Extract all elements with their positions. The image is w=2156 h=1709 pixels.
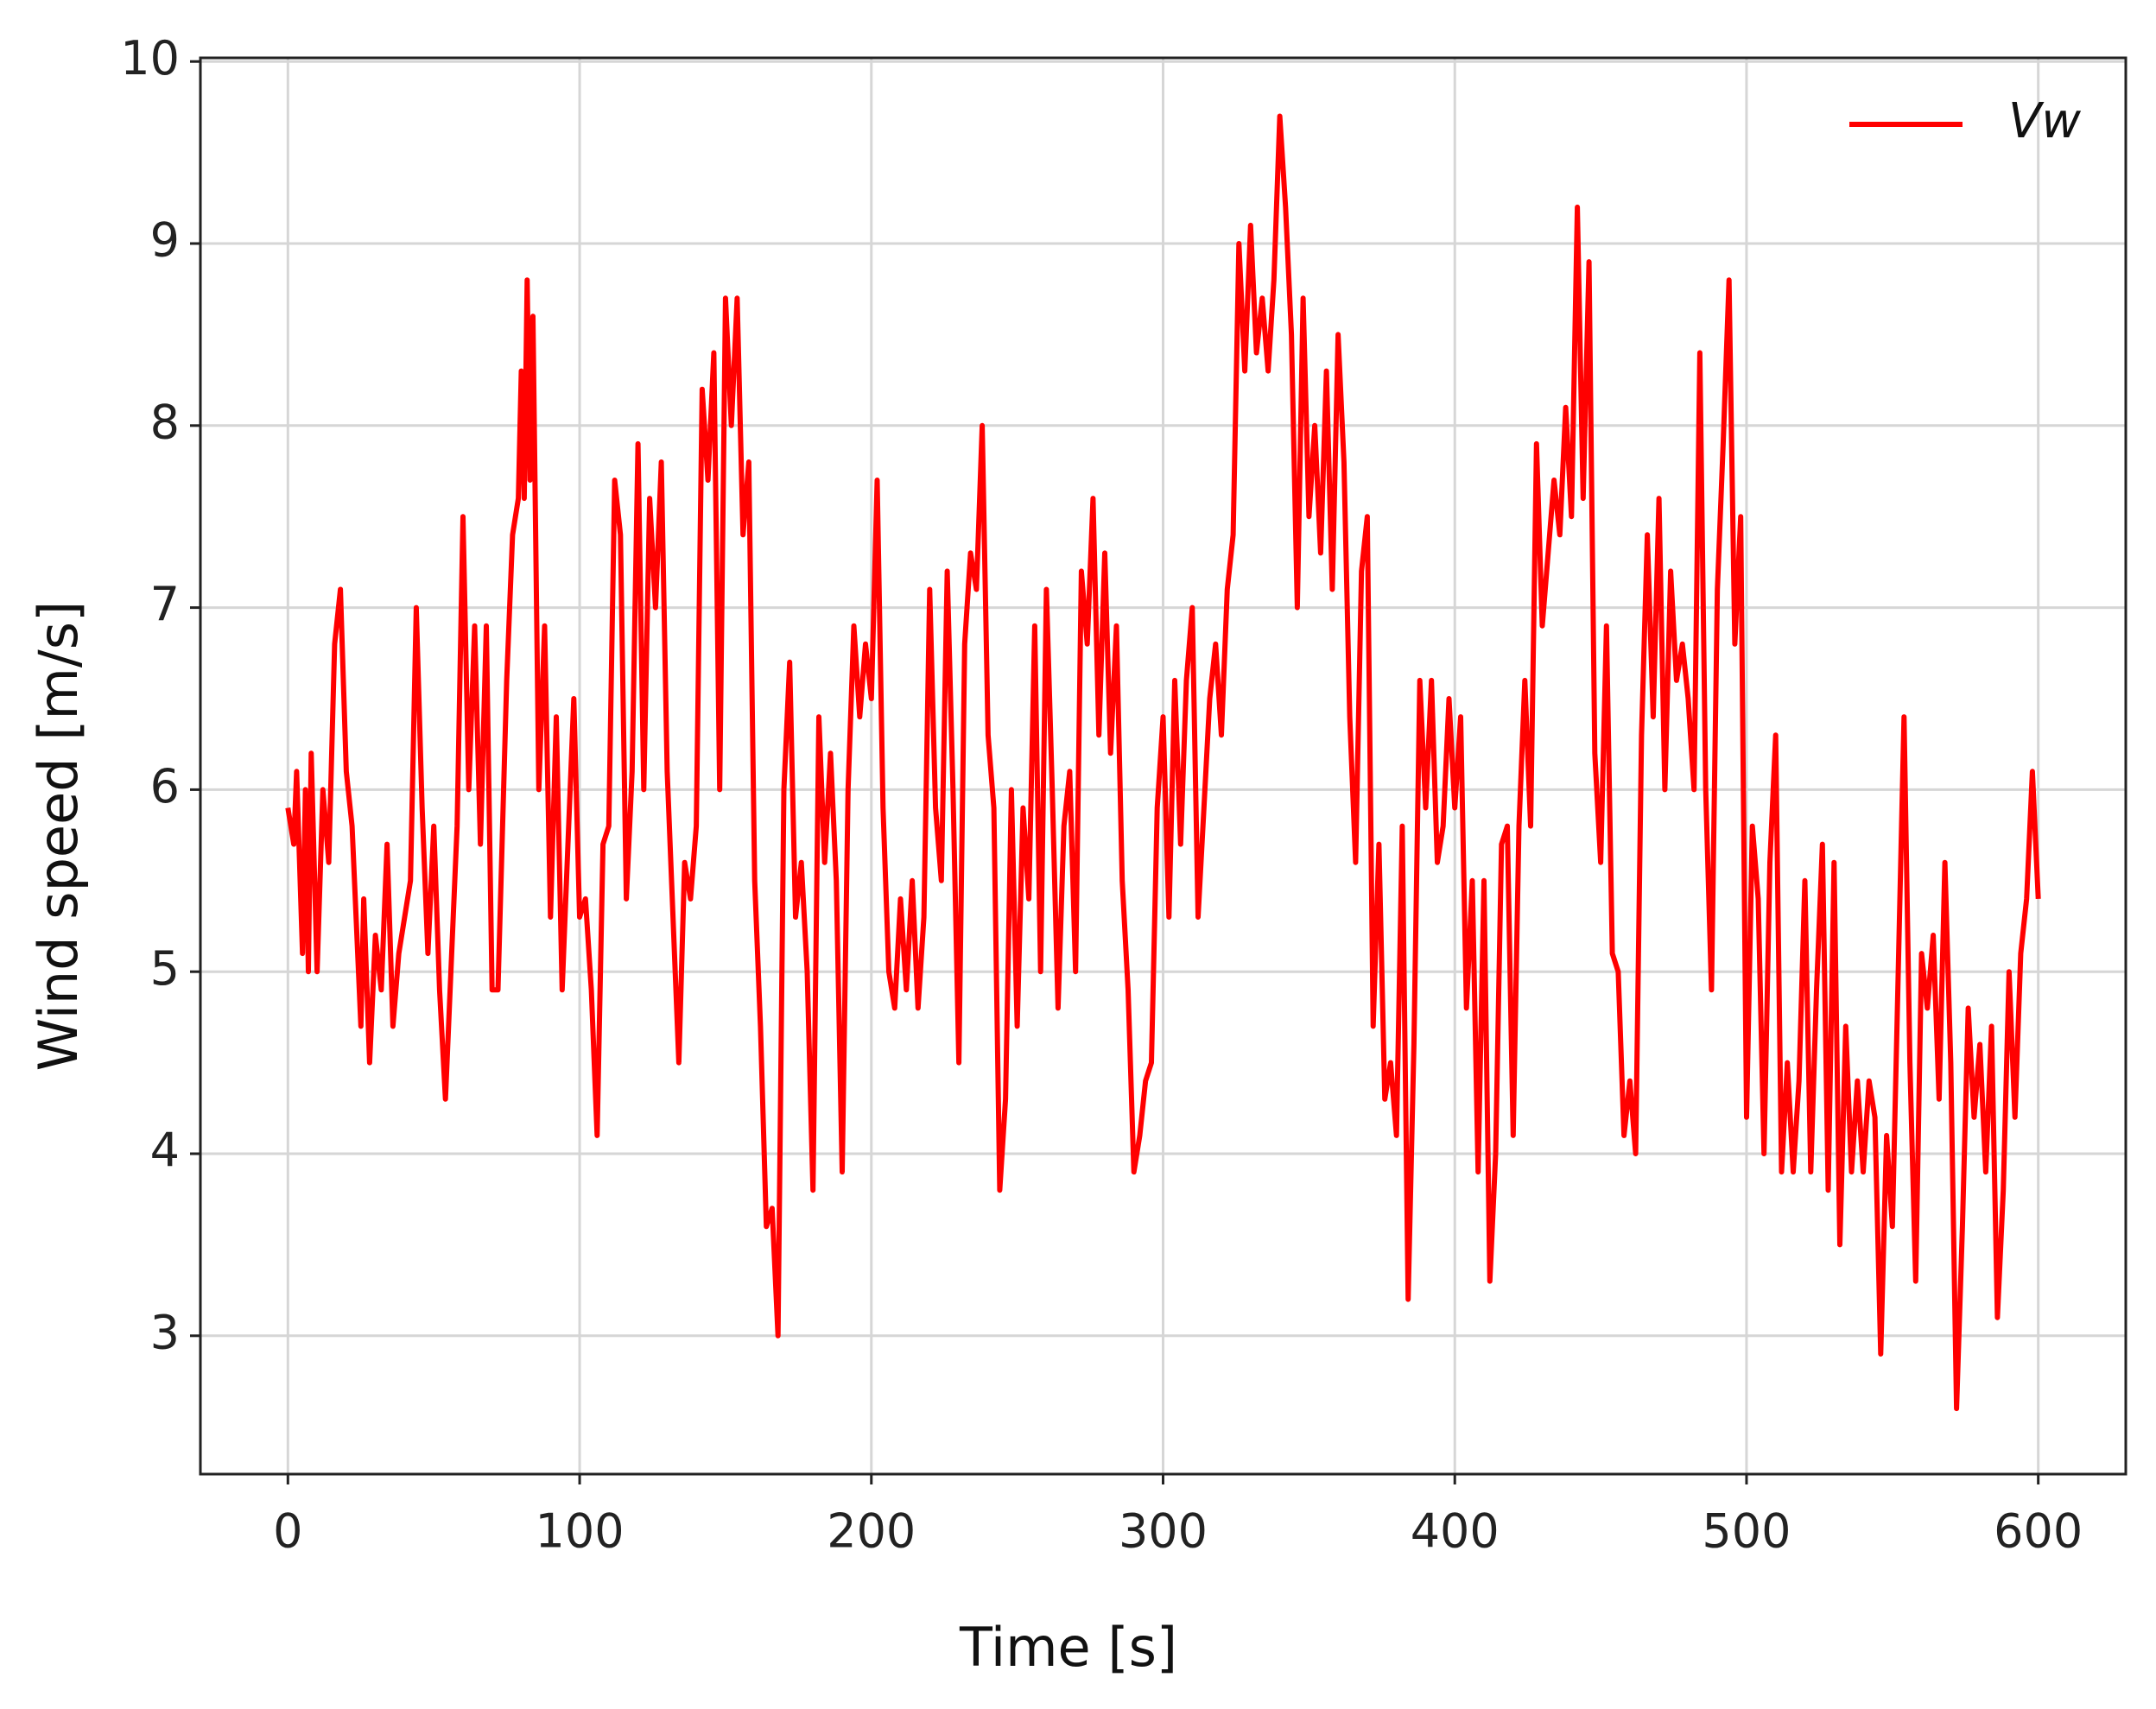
- x-tick-label: 400: [1411, 1504, 1500, 1559]
- y-tick-label: 3: [150, 1305, 180, 1359]
- y-tick-label: 7: [150, 577, 180, 631]
- x-tick-label: 500: [1702, 1504, 1791, 1559]
- x-tick-label: 0: [273, 1504, 302, 1559]
- y-tick-label: 10: [120, 31, 180, 85]
- y-tick-label: 8: [150, 395, 180, 449]
- x-tick-label: 200: [827, 1504, 916, 1559]
- legend-label: Vw: [2008, 93, 2081, 149]
- plot-frame: [199, 56, 2127, 1476]
- y-tick-label: 5: [150, 941, 180, 996]
- y-tick-label: 4: [150, 1124, 180, 1178]
- x-tick-label: 300: [1119, 1504, 1208, 1559]
- y-axis-label: Wind speed [m/s]: [27, 601, 90, 1072]
- y-tick-label: 9: [150, 213, 180, 268]
- data-line: [285, 113, 2041, 1412]
- y-tick-label: 6: [150, 759, 180, 813]
- x-tick-label: 600: [1994, 1504, 2083, 1559]
- x-axis-label: Time [s]: [959, 1616, 1177, 1679]
- x-tick-label: 100: [536, 1504, 625, 1559]
